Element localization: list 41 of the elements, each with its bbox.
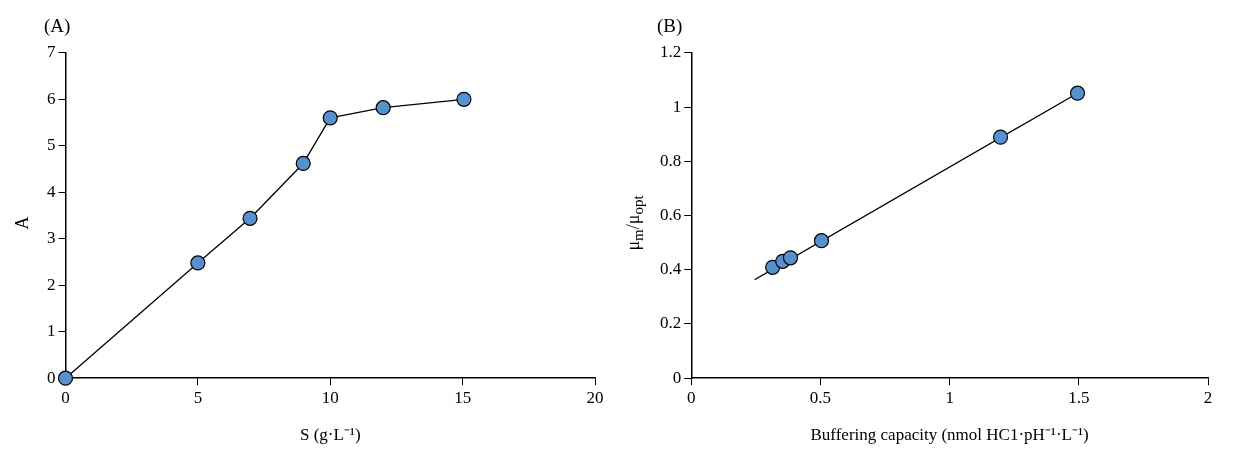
point: [295, 155, 311, 172]
y-tick-label: 0.8: [660, 150, 682, 170]
y-tick-label: 6: [47, 88, 56, 108]
point: [456, 91, 472, 107]
point: [242, 210, 258, 226]
x-tick-label: 0: [687, 387, 696, 407]
point: [992, 129, 1009, 145]
y-tick-label: 5: [47, 135, 56, 155]
x-tick-label: 0: [61, 387, 70, 407]
chart-title: (B): [657, 15, 683, 38]
y-tick-label: 0.4: [660, 259, 682, 279]
y-tick-label: 7: [47, 42, 56, 62]
y-tick-label: 0.2: [660, 313, 682, 333]
y-tick-label: 1: [47, 321, 56, 341]
x-tick-label: 2: [1203, 387, 1213, 407]
y-tick-label: 0.6: [660, 204, 682, 224]
x-tick-label: 20: [586, 387, 604, 407]
point: [1069, 85, 1086, 101]
point: [322, 110, 338, 126]
x-axis-title: Buffering capacity (nmol HC1·pH⁻¹·L⁻¹): [810, 425, 1089, 445]
x-axis-title: S (g·L⁻¹): [299, 425, 361, 445]
chart-title: (A): [44, 15, 71, 38]
x-tick-label: 5: [193, 387, 203, 407]
point: [782, 250, 799, 266]
point: [57, 370, 74, 386]
point: [190, 255, 206, 271]
y-axis-title: A: [11, 216, 33, 230]
y-tick-label: 2: [47, 274, 56, 294]
y-tick-label: 1: [672, 96, 682, 116]
x-tick-label: 1: [945, 387, 954, 407]
x-tick-label: 10: [321, 387, 339, 407]
x-tick-label: 0.5: [809, 387, 832, 407]
x-tick-label: 15: [454, 387, 472, 407]
y-tick-label: 0: [47, 367, 56, 387]
point: [375, 100, 391, 116]
y-tick-label: 1.2: [660, 42, 682, 62]
x-tick-label: 1.5: [1068, 387, 1090, 407]
y-tick-label: 0: [672, 367, 682, 387]
y-tick-label: 4: [47, 181, 56, 201]
point: [813, 233, 830, 249]
y-tick-label: 3: [47, 228, 56, 248]
